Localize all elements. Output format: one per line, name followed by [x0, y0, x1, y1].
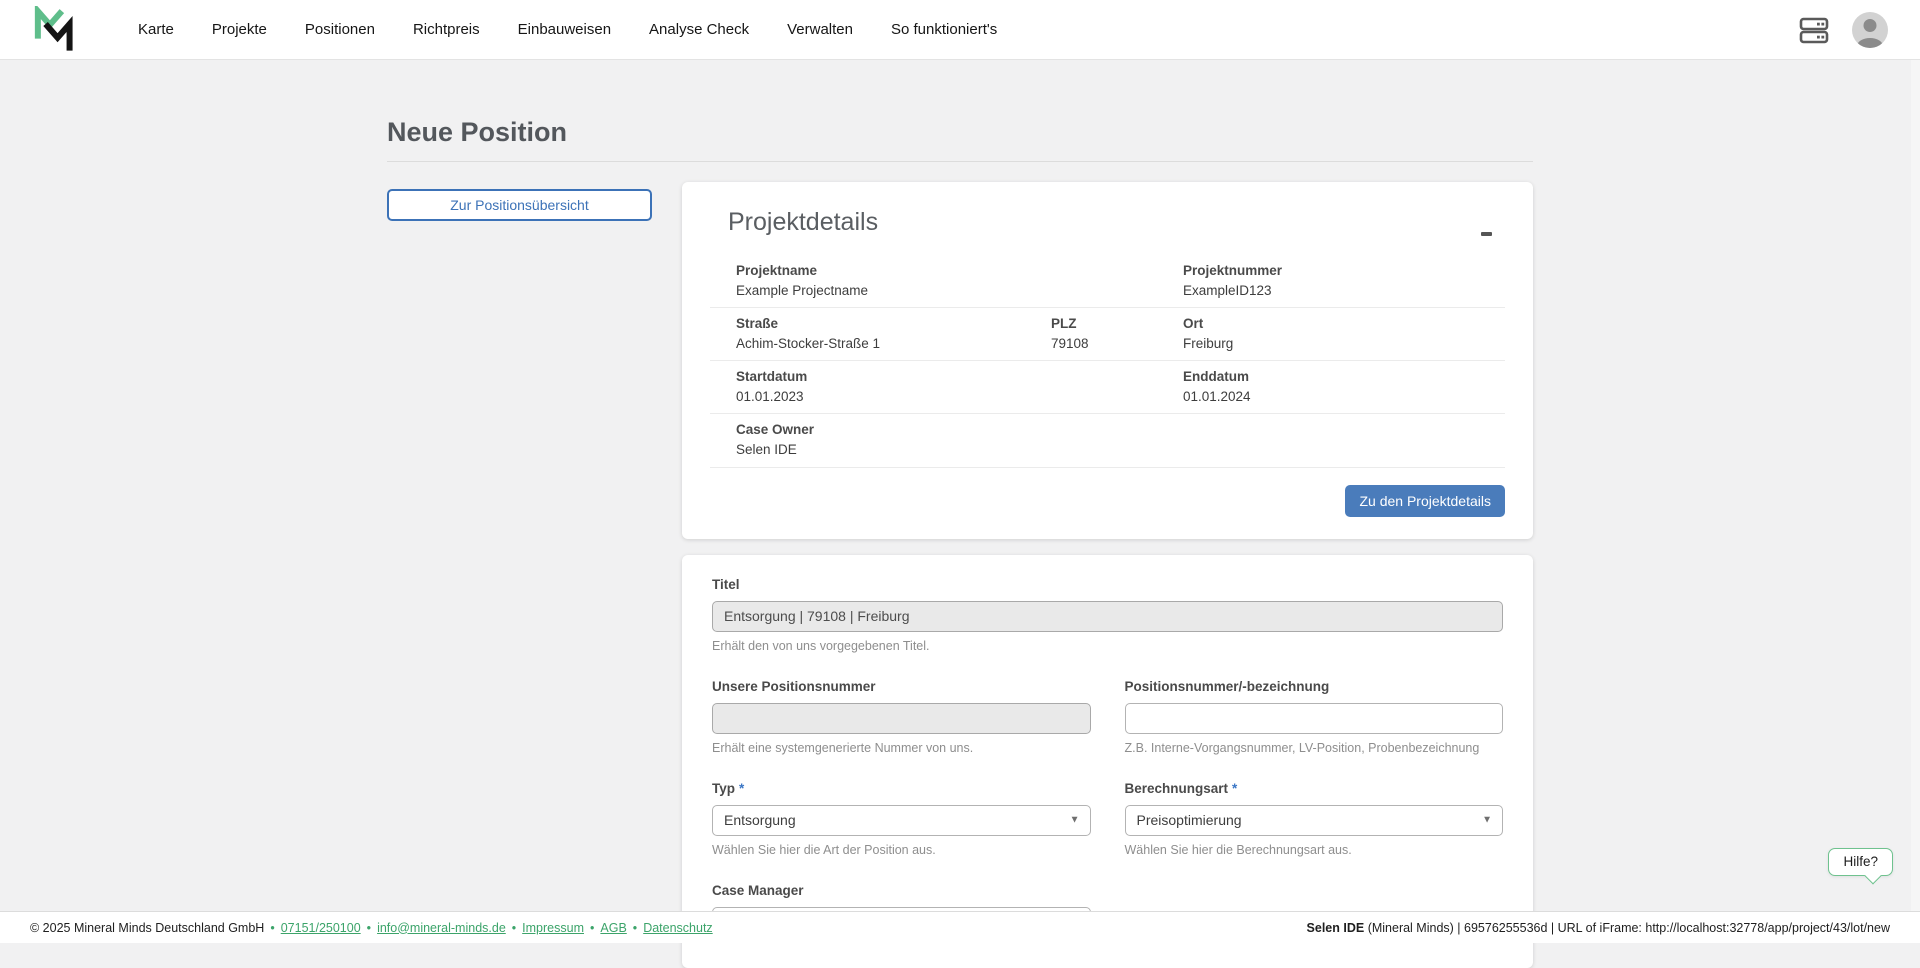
berechnungsart-label: Berechnungsart *	[1125, 781, 1504, 796]
positionsnummer-bezeichnung-group: Positionsnummer/-bezeichnung Z.B. Intern…	[1125, 679, 1504, 755]
positionsnummer-bezeichnung-input[interactable]	[1125, 703, 1504, 734]
right-column: Projektdetails Projektname Example Proje…	[682, 182, 1533, 968]
berechnungsart-group: Berechnungsart * Preisoptimierung ▼ Wähl…	[1125, 781, 1504, 857]
berechnungsart-helper: Wählen Sie hier die Berechnungsart aus.	[1125, 843, 1504, 857]
footer: © 2025 Mineral Minds Deutschland GmbH • …	[0, 911, 1920, 943]
nav-item-richtpreis[interactable]: Richtpreis	[413, 21, 480, 38]
nav-item-projekte[interactable]: Projekte	[212, 21, 267, 38]
required-asterisk: *	[1232, 781, 1237, 796]
mineral-minds-logo[interactable]	[32, 6, 78, 54]
session-user: Selen IDE	[1307, 921, 1365, 935]
field-projektnummer: Projektnummer ExampleID123	[1183, 261, 1479, 300]
table-row: Case Owner Selen IDE	[710, 414, 1505, 467]
nav-item-so-funktionierts[interactable]: So funktioniert's	[891, 21, 997, 38]
titel-helper-text: Erhält den von uns vorgegebenen Titel.	[712, 639, 1503, 653]
nav-item-verwalten[interactable]: Verwalten	[787, 21, 853, 38]
unsere-positionsnummer-label: Unsere Positionsnummer	[712, 679, 1091, 694]
main-menu: Karte Projekte Positionen Richtpreis Ein…	[138, 21, 997, 38]
project-card-actions: Zu den Projektdetails	[710, 468, 1505, 517]
datenschutz-link[interactable]: Datenschutz	[643, 921, 712, 935]
email-link[interactable]: info@mineral-minds.de	[377, 921, 506, 935]
table-row: Projektname Example Projectname Projektn…	[710, 255, 1505, 308]
field-plz: PLZ 79108	[1051, 314, 1183, 353]
copyright-text: © 2025 Mineral Minds Deutschland GmbH	[30, 921, 264, 935]
unsere-positionsnummer-helper: Erhält eine systemgenerierte Nummer von …	[712, 741, 1091, 755]
nav-item-karte[interactable]: Karte	[138, 21, 174, 38]
field-ort: Ort Freiburg	[1183, 314, 1479, 353]
avatar-shoulders	[1857, 38, 1883, 48]
agb-link[interactable]: AGB	[600, 921, 626, 935]
typ-select[interactable]: Entsorgung ▼	[712, 805, 1091, 836]
required-asterisk: *	[739, 781, 744, 796]
footer-left: © 2025 Mineral Minds Deutschland GmbH • …	[30, 921, 713, 935]
nav-right-icons	[1798, 12, 1888, 48]
minus-icon	[1481, 232, 1492, 236]
position-overview-button[interactable]: Zur Positionsübersicht	[387, 189, 652, 221]
positionsnummer-bezeichnung-label: Positionsnummer/-bezeichnung	[1125, 679, 1504, 694]
berechnungsart-select[interactable]: Preisoptimierung ▼	[1125, 805, 1504, 836]
help-button[interactable]: Hilfe?	[1828, 848, 1893, 876]
table-row: Straße Achim-Stocker-Straße 1 PLZ 79108 …	[710, 308, 1505, 361]
project-card-title: Projektdetails	[710, 208, 1505, 237]
titel-input	[712, 601, 1503, 632]
positionsnummer-bezeichnung-helper: Z.B. Interne-Vorgangsnummer, LV-Position…	[1125, 741, 1504, 755]
to-project-details-button[interactable]: Zu den Projektdetails	[1345, 485, 1505, 517]
page-title: Neue Position	[387, 117, 1533, 148]
collapse-card-button[interactable]	[1477, 227, 1495, 241]
session-details: (Mineral Minds) | 69576255536d | URL of …	[1364, 921, 1890, 935]
chevron-down-icon: ▼	[1070, 815, 1080, 826]
project-details-table: Projektname Example Projectname Projektn…	[710, 255, 1505, 468]
titel-label: Titel	[712, 577, 1503, 592]
table-row: Startdatum 01.01.2023 Enddatum 01.01.202…	[710, 361, 1505, 414]
project-details-card: Projektdetails Projektname Example Proje…	[682, 182, 1533, 539]
field-projektname: Projektname Example Projectname	[736, 261, 1183, 300]
field-strasse: Straße Achim-Stocker-Straße 1	[736, 314, 1051, 353]
logo-icon	[32, 6, 78, 54]
top-navigation: Karte Projekte Positionen Richtpreis Ein…	[0, 0, 1920, 60]
user-avatar-icon[interactable]	[1852, 12, 1888, 48]
nav-item-einbauweisen[interactable]: Einbauweisen	[518, 21, 611, 38]
phone-link[interactable]: 07151/250100	[281, 921, 361, 935]
unsere-positionsnummer-group: Unsere Positionsnummer Erhält eine syste…	[712, 679, 1091, 755]
scrollbar-track[interactable]	[1911, 60, 1920, 911]
unsere-positionsnummer-input	[712, 703, 1091, 734]
avatar-head	[1864, 19, 1877, 32]
new-position-form-card: Titel Erhält den von uns vorgegebenen Ti…	[682, 555, 1533, 968]
typ-label: Typ *	[712, 781, 1091, 796]
main-content: Neue Position Zur Positionsübersicht Pro…	[387, 60, 1533, 968]
field-startdatum: Startdatum 01.01.2023	[736, 367, 1183, 406]
titel-field-group: Titel Erhält den von uns vorgegebenen Ti…	[712, 577, 1503, 653]
title-divider	[387, 161, 1533, 162]
nav-item-analyse-check[interactable]: Analyse Check	[649, 21, 749, 38]
chevron-down-icon: ▼	[1482, 815, 1492, 826]
impressum-link[interactable]: Impressum	[522, 921, 584, 935]
left-column: Zur Positionsübersicht	[387, 182, 652, 221]
field-enddatum: Enddatum 01.01.2024	[1183, 367, 1479, 406]
typ-group: Typ * Entsorgung ▼ Wählen Sie hier die A…	[712, 781, 1091, 857]
typ-helper: Wählen Sie hier die Art der Position aus…	[712, 843, 1091, 857]
field-case-owner: Case Owner Selen IDE	[736, 420, 1479, 459]
case-manager-label: Case Manager	[712, 883, 1091, 898]
server-icon[interactable]	[1798, 14, 1830, 46]
footer-session-info: Selen IDE (Mineral Minds) | 69576255536d…	[1307, 921, 1890, 935]
nav-item-positionen[interactable]: Positionen	[305, 21, 375, 38]
